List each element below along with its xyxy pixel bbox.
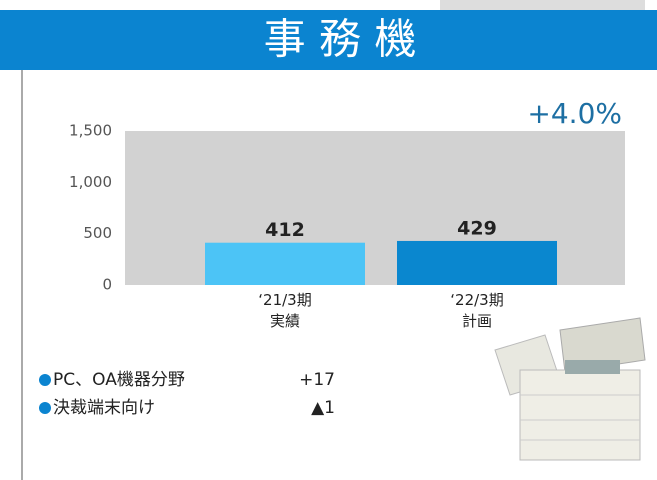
annotation: +4.0% (527, 97, 622, 130)
image-fragment (440, 0, 645, 10)
value-label: 412 (265, 219, 305, 241)
bar (397, 241, 557, 285)
value-label: 429 (457, 217, 497, 239)
y-tick-label: 1,500 (69, 122, 112, 140)
copier-image (495, 318, 645, 460)
slide: 事 務 機 +4.0% 0 500 1,000 1,500 412 ‘21/3期実績 429… (0, 0, 657, 480)
note-label: 決裁端末向け (53, 398, 155, 418)
note-value: +17 (299, 370, 335, 390)
y-tick-label: 0 (102, 276, 112, 294)
note-value: ▲1 (311, 398, 335, 418)
y-tick-label: 500 (83, 224, 112, 242)
note-label: PC、OA機器分野 (53, 370, 185, 390)
x-tick-label: ‘22/3期計画 (450, 291, 503, 330)
y-tick-label: 1,000 (69, 173, 112, 191)
bullet (39, 374, 51, 386)
bar (205, 243, 365, 285)
bullet (39, 402, 51, 414)
x-tick-label: ‘21/3期実績 (258, 291, 311, 330)
chart-title: 事 務 機 (264, 15, 417, 64)
